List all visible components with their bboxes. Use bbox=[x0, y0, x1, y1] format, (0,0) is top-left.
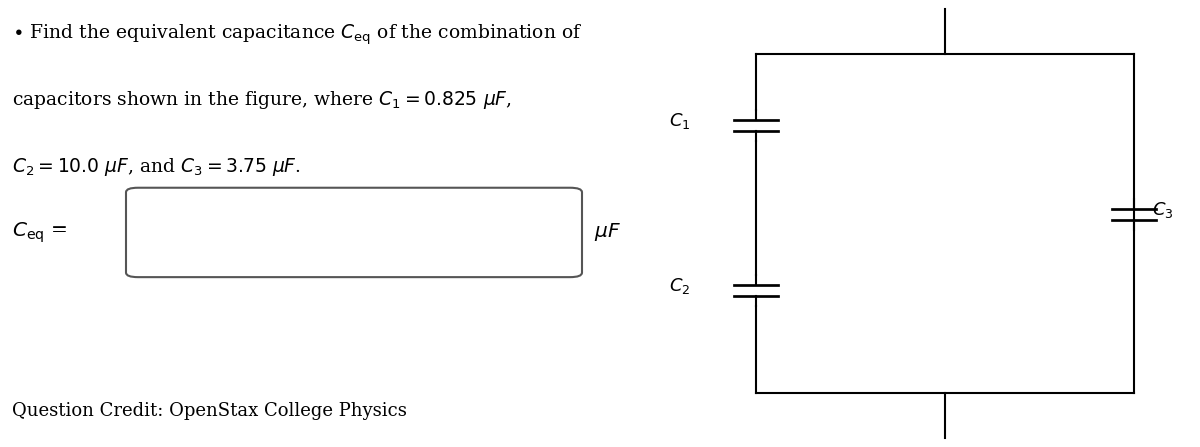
Text: $\bullet$ Find the equivalent capacitance $C_{\mathrm{eq}}$ of the combination o: $\bullet$ Find the equivalent capacitanc… bbox=[12, 22, 582, 47]
Text: $C_1$: $C_1$ bbox=[668, 111, 690, 131]
Text: Question Credit: OpenStax College Physics: Question Credit: OpenStax College Physic… bbox=[12, 402, 407, 420]
Text: $\mu F$: $\mu F$ bbox=[594, 221, 620, 244]
Text: $C_2 = 10.0~\mu F$, and $C_3 = 3.75~\mu F$.: $C_2 = 10.0~\mu F$, and $C_3 = 3.75~\mu … bbox=[12, 156, 301, 178]
FancyBboxPatch shape bbox=[126, 188, 582, 277]
Text: $C_2$: $C_2$ bbox=[668, 276, 690, 296]
Text: capacitors shown in the figure, where $C_1 = 0.825~\mu F$,: capacitors shown in the figure, where $C… bbox=[12, 89, 512, 111]
Text: $C_3$: $C_3$ bbox=[1152, 200, 1174, 220]
Text: $C_{\mathrm{eq}}$ =: $C_{\mathrm{eq}}$ = bbox=[12, 220, 67, 245]
